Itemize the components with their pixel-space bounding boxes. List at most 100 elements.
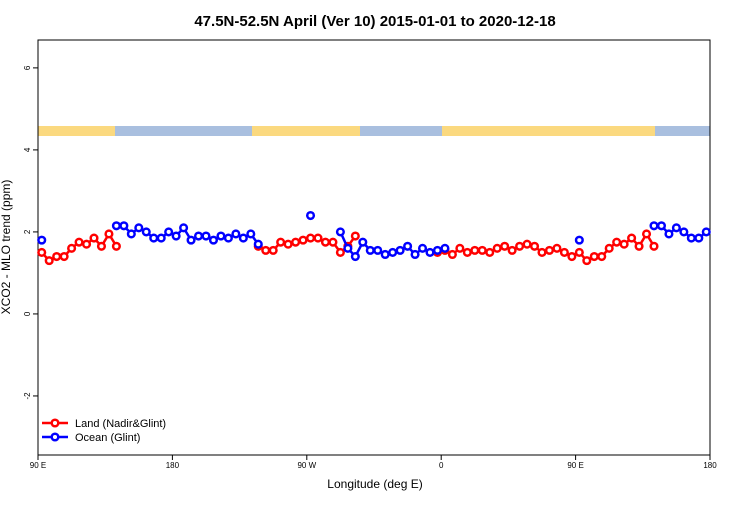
- data-point: [350, 251, 360, 262]
- data-point: [544, 245, 555, 255]
- data-point: [216, 231, 226, 241]
- data-point: [44, 256, 54, 266]
- legend-label: Ocean (Glint): [75, 432, 140, 444]
- data-point: [656, 221, 667, 231]
- ocean-strip: [360, 126, 442, 136]
- chart-title: 47.5N-52.5N April (Ver 10) 2015-01-01 to…: [194, 13, 555, 30]
- data-point: [552, 243, 562, 253]
- data-point: [186, 235, 196, 245]
- data-point: [231, 229, 241, 239]
- data-point: [432, 245, 443, 255]
- x-tick-label: 90 W: [297, 461, 316, 470]
- data-point: [208, 235, 219, 245]
- data-point: [358, 237, 368, 247]
- plot-frame: [37, 39, 711, 456]
- data-point: [350, 231, 360, 241]
- data-point: [701, 227, 711, 237]
- data-point: [141, 227, 151, 237]
- data-point: [529, 241, 540, 251]
- data-point: [649, 241, 659, 251]
- x-axis-label: Longitude (deg E): [327, 477, 422, 491]
- data-point: [373, 245, 383, 255]
- data-point: [37, 247, 47, 257]
- y-axis-label: XCO2 - MLO trend (ppm): [0, 180, 13, 315]
- data-point: [462, 247, 472, 257]
- data-point: [440, 243, 450, 253]
- data-point: [574, 247, 584, 257]
- data-point: [67, 243, 77, 253]
- land-strip: [442, 126, 655, 136]
- data-point: [343, 243, 353, 253]
- data-point: [604, 243, 614, 253]
- data-point: [74, 237, 84, 247]
- y-tick-label: -2: [23, 392, 32, 400]
- data-point: [268, 245, 278, 255]
- data-point: [134, 223, 144, 233]
- data-point: [679, 227, 689, 237]
- data-point: [298, 235, 308, 245]
- data-point: [477, 245, 487, 255]
- data-point: [582, 256, 592, 266]
- data-point: [671, 223, 681, 233]
- data-point: [111, 221, 121, 231]
- data-point: [634, 241, 644, 251]
- x-tick-label: 90 E: [567, 461, 583, 470]
- data-point: [686, 233, 696, 243]
- data-point: [694, 233, 704, 243]
- data-point: [96, 241, 107, 251]
- data-point: [597, 251, 607, 262]
- data-point: [283, 239, 293, 249]
- data-point: [537, 247, 547, 257]
- data-point: [37, 235, 47, 245]
- data-point: [149, 233, 159, 243]
- data-point: [126, 229, 136, 239]
- data-point: [522, 239, 532, 249]
- data-point: [164, 227, 174, 237]
- data-point: [417, 243, 428, 253]
- x-tick-label: 0: [439, 461, 444, 470]
- data-point: [388, 247, 398, 257]
- data-point: [201, 231, 211, 241]
- data-point: [649, 221, 659, 231]
- data-point: [395, 245, 405, 255]
- data-point: [485, 247, 495, 257]
- data-point: [305, 233, 316, 243]
- surface-strip: [38, 126, 710, 136]
- data-point: [589, 251, 599, 262]
- data-point: [559, 247, 569, 257]
- data-point: [641, 229, 652, 239]
- x-tick-label: 180: [703, 461, 717, 470]
- data-point: [567, 251, 577, 262]
- data-point: [156, 233, 166, 243]
- y-tick-label: 2: [23, 229, 32, 234]
- data-point: [111, 241, 121, 251]
- data-point: [664, 229, 674, 239]
- data-point: [305, 210, 316, 221]
- data-point: [171, 231, 181, 241]
- y-tick-label: 4: [23, 147, 32, 152]
- data-point: [574, 235, 584, 245]
- x-tick-label: 90 E: [30, 461, 46, 470]
- land-strip: [252, 126, 360, 136]
- data-point: [81, 239, 92, 249]
- data-point: [612, 237, 622, 247]
- data-point: [89, 233, 99, 243]
- data-point: [380, 249, 390, 260]
- data-point: [104, 229, 114, 239]
- data-point: [313, 233, 323, 243]
- legend-marker: [50, 432, 60, 442]
- data-point: [425, 247, 435, 257]
- data-point: [276, 237, 286, 247]
- data-point: [253, 239, 263, 249]
- data-point: [410, 249, 420, 260]
- land-strip: [38, 126, 115, 136]
- ocean-strip: [115, 126, 252, 136]
- data-point: [52, 251, 62, 262]
- data-point: [492, 243, 502, 253]
- data-point: [59, 251, 69, 262]
- y-tick-label: 6: [23, 65, 32, 70]
- data-point: [500, 241, 510, 251]
- data-point: [515, 241, 525, 251]
- data-point: [223, 233, 233, 243]
